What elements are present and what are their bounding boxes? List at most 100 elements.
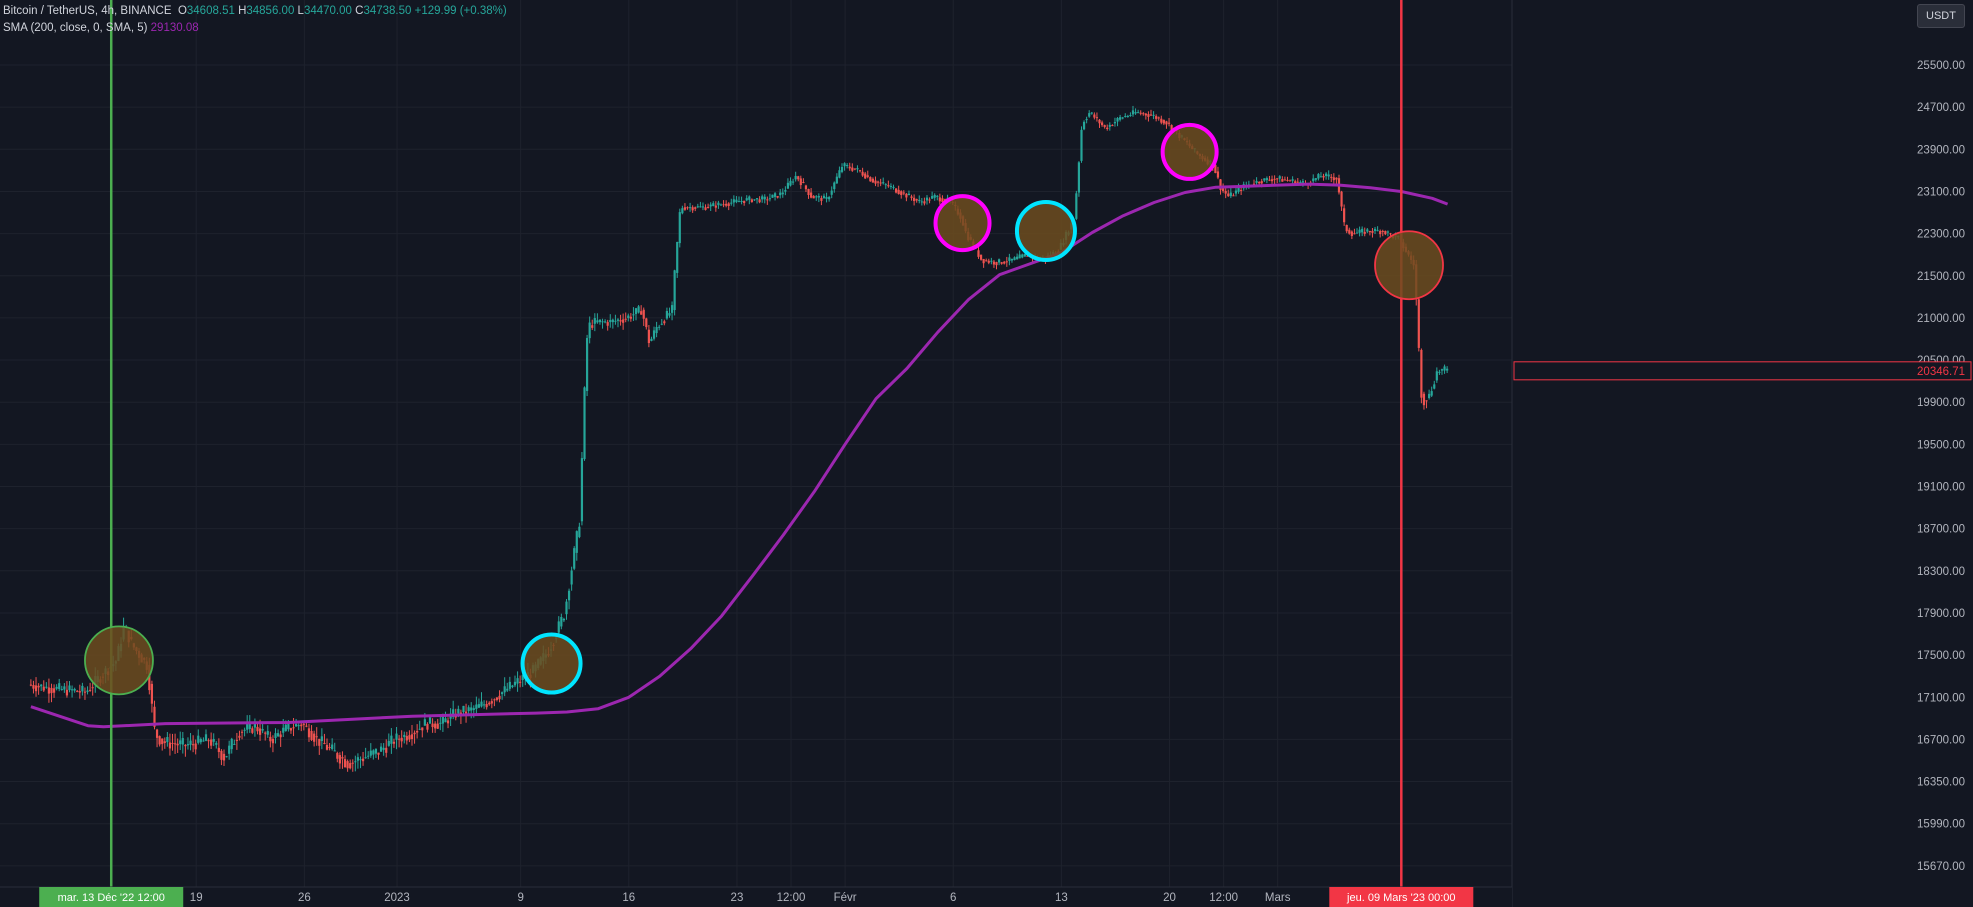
sma-line[interactable]	[30, 182, 1449, 729]
candle	[979, 254, 983, 261]
candle-body	[691, 207, 694, 211]
candle	[63, 683, 66, 693]
candle	[562, 617, 566, 623]
candle	[647, 325, 650, 348]
candle	[338, 752, 341, 769]
last-price-tag	[1513, 361, 1972, 381]
candle	[678, 208, 681, 248]
candle	[992, 259, 996, 268]
candle-body	[1345, 224, 1348, 232]
candle	[1121, 116, 1124, 120]
candle	[1108, 122, 1111, 131]
candle-body	[905, 193, 908, 198]
candle	[328, 743, 331, 751]
candle-body	[65, 689, 69, 696]
candle-body	[853, 168, 856, 170]
candle	[34, 677, 38, 697]
candle	[1113, 117, 1117, 127]
candle	[220, 749, 223, 766]
candle	[781, 188, 784, 198]
candle	[670, 301, 674, 321]
green-circle-marker[interactable]	[84, 625, 154, 696]
magenta-circle-marker[interactable]	[1160, 122, 1219, 181]
candle	[485, 700, 488, 710]
candle	[1152, 111, 1155, 120]
candle-body	[1008, 257, 1011, 261]
candle-body	[634, 308, 638, 314]
time-axis[interactable]	[0, 887, 1512, 907]
candle-body	[1111, 125, 1114, 127]
candle	[387, 733, 390, 747]
candle-body	[696, 206, 699, 208]
price-axis[interactable]	[1512, 0, 1973, 907]
candle	[1389, 232, 1392, 236]
candle-body	[848, 166, 851, 169]
candle-body	[619, 320, 622, 322]
candle	[817, 193, 820, 203]
candle-body	[1343, 208, 1346, 223]
candle	[475, 696, 478, 716]
candle-body	[719, 204, 723, 206]
candle	[714, 201, 717, 212]
candle-body	[869, 177, 872, 182]
candle-body	[658, 326, 661, 328]
crosshair-time-label-bg	[1329, 887, 1474, 907]
candle	[173, 733, 177, 754]
candle-body	[34, 685, 38, 692]
candle-body	[997, 259, 1001, 263]
candle	[511, 684, 514, 689]
time-tick-label: Févr	[834, 892, 857, 904]
candle-body	[1162, 120, 1165, 124]
candle-body	[699, 206, 702, 208]
candle-body	[266, 731, 269, 735]
candle-body	[936, 195, 939, 197]
candle-body	[1417, 299, 1420, 348]
candle	[426, 722, 429, 733]
candle	[70, 685, 74, 698]
red-circle-marker[interactable]	[1374, 230, 1444, 301]
candle-body	[1283, 179, 1287, 181]
candle	[385, 739, 388, 758]
candle-body	[506, 688, 509, 691]
cyan-circle-marker[interactable]	[1014, 199, 1077, 262]
symbol-title[interactable]: Bitcoin / TetherUS, 4h, BINANCE	[3, 5, 172, 17]
sma-label[interactable]: SMA (200, close, 0, SMA, 5)	[3, 22, 148, 34]
candle-body	[1234, 190, 1238, 194]
candle-body	[900, 191, 903, 195]
candle	[367, 751, 370, 760]
candle	[519, 675, 522, 688]
candle-body	[565, 601, 568, 615]
candle-body	[192, 744, 195, 746]
candle	[575, 530, 578, 561]
candle	[150, 680, 154, 713]
candle-body	[567, 590, 571, 601]
candle	[171, 733, 174, 751]
currency-button[interactable]: USDT	[1917, 4, 1965, 28]
close-label: C	[355, 5, 364, 17]
candle-body	[161, 738, 164, 745]
candle-body	[598, 319, 602, 323]
candle-body	[403, 734, 406, 737]
candle	[217, 738, 220, 759]
candle	[1149, 109, 1153, 117]
candle-body	[186, 744, 190, 746]
candle	[446, 717, 450, 729]
candle-body	[58, 683, 61, 690]
crosshair-time-text: jeu. 09 Mars '23 00:00	[1346, 892, 1456, 904]
candle-body	[748, 196, 751, 200]
candle	[1003, 260, 1006, 265]
candle-body	[593, 318, 596, 324]
candle	[1016, 253, 1019, 260]
candle-body	[678, 212, 681, 244]
candle-body	[189, 740, 192, 745]
candle-body	[655, 327, 658, 334]
cyan-circle-marker[interactable]	[520, 632, 583, 695]
candle	[848, 162, 851, 171]
candle-body	[1082, 121, 1086, 130]
candle	[810, 188, 813, 199]
candle-body	[931, 196, 934, 199]
candle	[815, 195, 818, 201]
magenta-circle-marker[interactable]	[933, 194, 992, 253]
